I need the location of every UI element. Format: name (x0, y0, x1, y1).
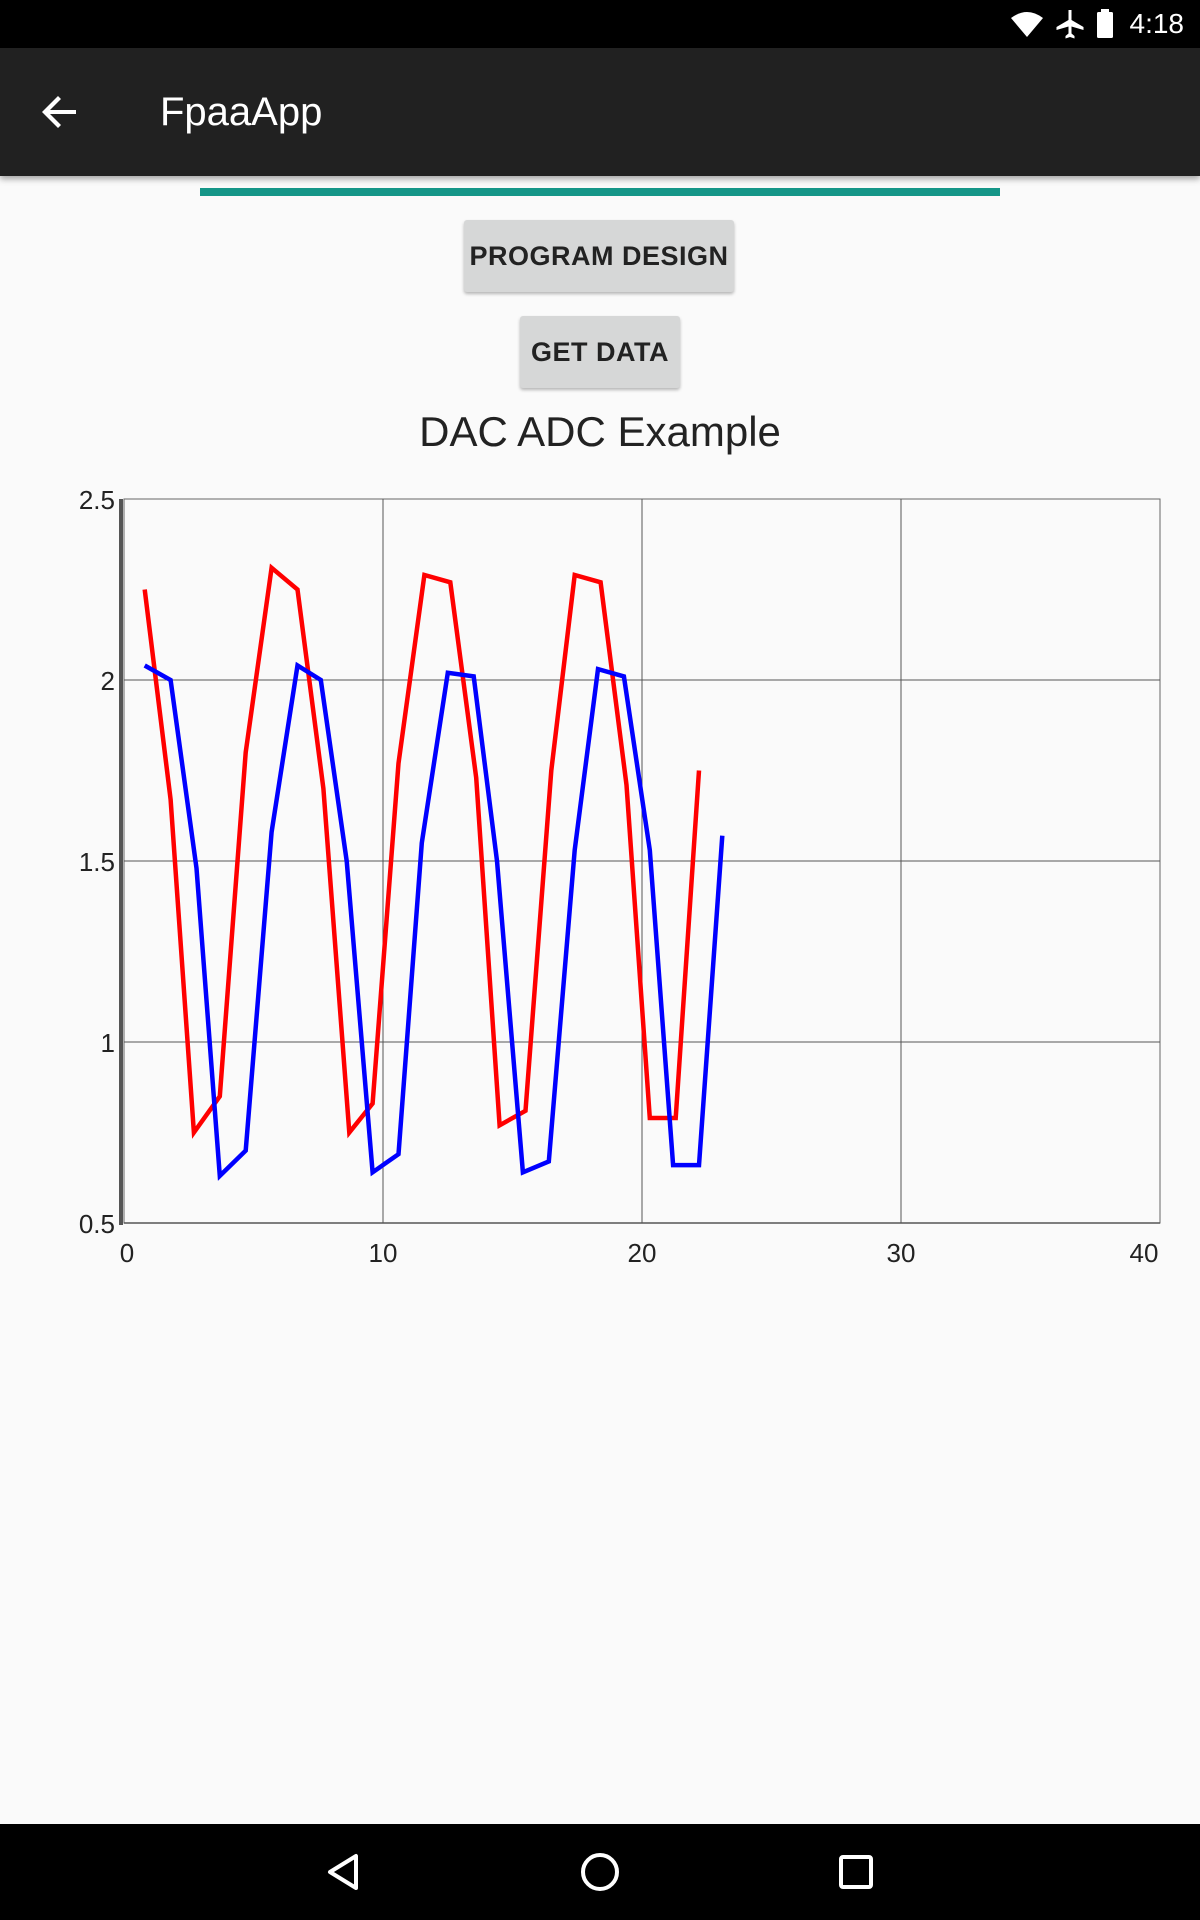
chart-title: DAC ADC Example (419, 408, 781, 455)
nav-home-icon (581, 1853, 619, 1891)
arrow-back-icon (42, 96, 76, 128)
wifi-icon (1010, 12, 1043, 37)
status-icons: 4:18 (1010, 0, 1185, 48)
status-bar: 4:18 (0, 0, 1200, 48)
battery-icon (1096, 9, 1113, 38)
airplane-mode-icon (1056, 10, 1083, 39)
y-tick-label: 2 (101, 666, 115, 696)
nav-home-button[interactable] (568, 1844, 632, 1900)
series-line-red (142, 563, 702, 1139)
nav-back-icon (328, 1854, 358, 1890)
x-tick-label: 20 (628, 1238, 657, 1268)
y-tick-label: 1.5 (79, 847, 115, 877)
x-tick-label: 40 (1130, 1238, 1159, 1268)
y-tick-label: 1 (101, 1028, 115, 1058)
y-tick-label: 2.5 (79, 485, 115, 515)
nav-back-button[interactable] (312, 1844, 376, 1900)
x-tick-label: 0 (120, 1238, 134, 1268)
get-data-button[interactable]: GET DATA (520, 316, 680, 388)
x-tick-label: 30 (887, 1238, 916, 1268)
x-tick-label: 10 (369, 1238, 398, 1268)
nav-recents-button[interactable] (824, 1844, 888, 1900)
back-button[interactable] (36, 88, 108, 136)
navigation-bar (0, 1824, 1200, 1920)
y-tick-label: 0.5 (79, 1209, 115, 1239)
app-bar: FpaaApp (0, 48, 1200, 176)
app-title: FpaaApp (160, 90, 323, 134)
status-time: 4:18 (1129, 8, 1185, 39)
series-line-blue (143, 661, 725, 1181)
progress-bar (200, 188, 1000, 196)
nav-recents-icon (839, 1855, 873, 1889)
line-chart: 0 10 20 30 40 0.5 1 1.5 2 2.5 (79, 485, 1161, 1268)
program-design-button[interactable]: PROGRAM DESIGN (464, 220, 734, 292)
